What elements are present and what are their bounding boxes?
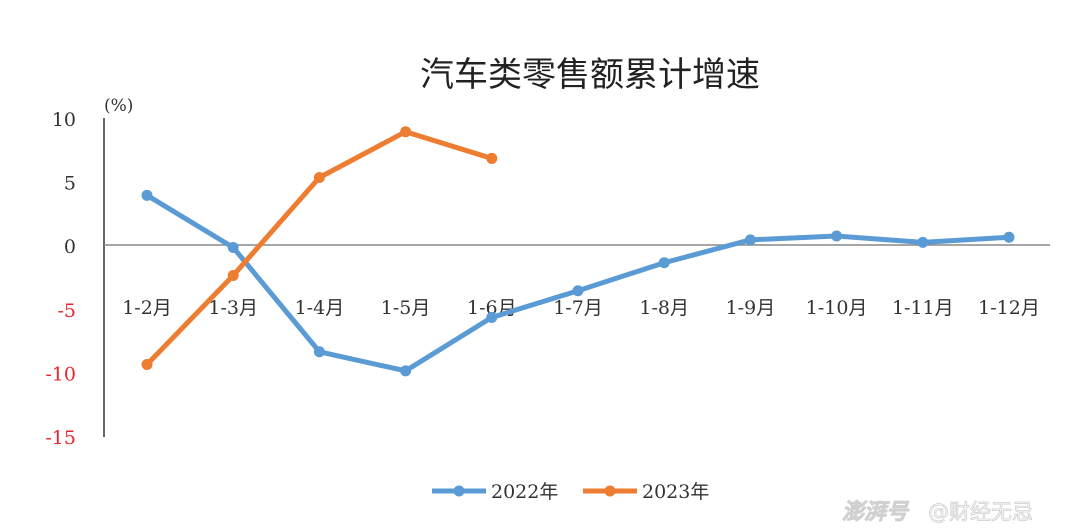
y-tick-label: -5 xyxy=(57,300,76,322)
watermark-account: @财经无忌 xyxy=(928,500,1033,524)
category-label: 1-9月 xyxy=(726,297,776,319)
category-label: 1-2月 xyxy=(122,297,172,319)
category-labels: 1-2月 1-3月 1-4月 1-5月 1-6月 1-7月 1-8月 1-9月 1-10月 1-1… xyxy=(122,297,1040,319)
y-tick-label: 0 xyxy=(64,236,76,258)
y-tick-labels: 10 5 0 -5 -10 -15 xyxy=(45,109,76,449)
watermark: 澎湃号 @财经无忌 xyxy=(842,500,1034,526)
series-line xyxy=(144,129,495,367)
category-label: 1-5月 xyxy=(381,297,431,319)
legend-marker-2022 xyxy=(453,485,465,497)
data-point xyxy=(313,172,325,184)
category-label: 1-10月 xyxy=(806,297,868,319)
watermark-brand: 澎湃号 xyxy=(842,500,910,525)
series-2023 xyxy=(141,126,498,370)
y-tick-label: 5 xyxy=(64,173,76,195)
category-label: 1-3月 xyxy=(208,297,258,319)
y-tick-label: 10 xyxy=(52,109,76,131)
data-point xyxy=(658,257,670,269)
data-point xyxy=(400,365,412,377)
category-label: 1-8月 xyxy=(639,297,689,319)
category-label: 1-7月 xyxy=(553,297,603,319)
data-point xyxy=(831,230,843,242)
data-point xyxy=(1003,231,1015,243)
data-point xyxy=(486,152,498,164)
data-point xyxy=(486,311,498,323)
y-tick-label: -10 xyxy=(45,363,76,385)
legend-item-2022: 2022年 xyxy=(432,481,558,503)
category-label: 1-4月 xyxy=(295,297,345,319)
data-point xyxy=(141,189,153,201)
data-point xyxy=(227,269,239,281)
data-point xyxy=(744,234,756,246)
data-point xyxy=(400,126,412,138)
data-point xyxy=(572,285,584,297)
legend-label-2022: 2022年 xyxy=(491,481,558,503)
category-label: 1-12月 xyxy=(978,297,1040,319)
category-label: 1-11月 xyxy=(892,297,954,319)
y-tick-label: -15 xyxy=(45,427,76,449)
legend-item-2023: 2023年 xyxy=(583,481,709,503)
data-point xyxy=(917,236,929,248)
series-layer xyxy=(141,126,1015,377)
series-line xyxy=(144,192,1012,374)
legend: 2022年 2023年 xyxy=(432,481,709,503)
chart-title: 汽车类零售额累计增速 xyxy=(420,55,760,95)
data-point xyxy=(141,358,153,370)
series-2022 xyxy=(141,189,1015,377)
data-point xyxy=(227,241,239,253)
legend-marker-2023 xyxy=(604,485,616,497)
legend-label-2023: 2023年 xyxy=(642,481,709,503)
y-axis-unit: (%) xyxy=(104,96,133,116)
data-point xyxy=(313,346,325,358)
